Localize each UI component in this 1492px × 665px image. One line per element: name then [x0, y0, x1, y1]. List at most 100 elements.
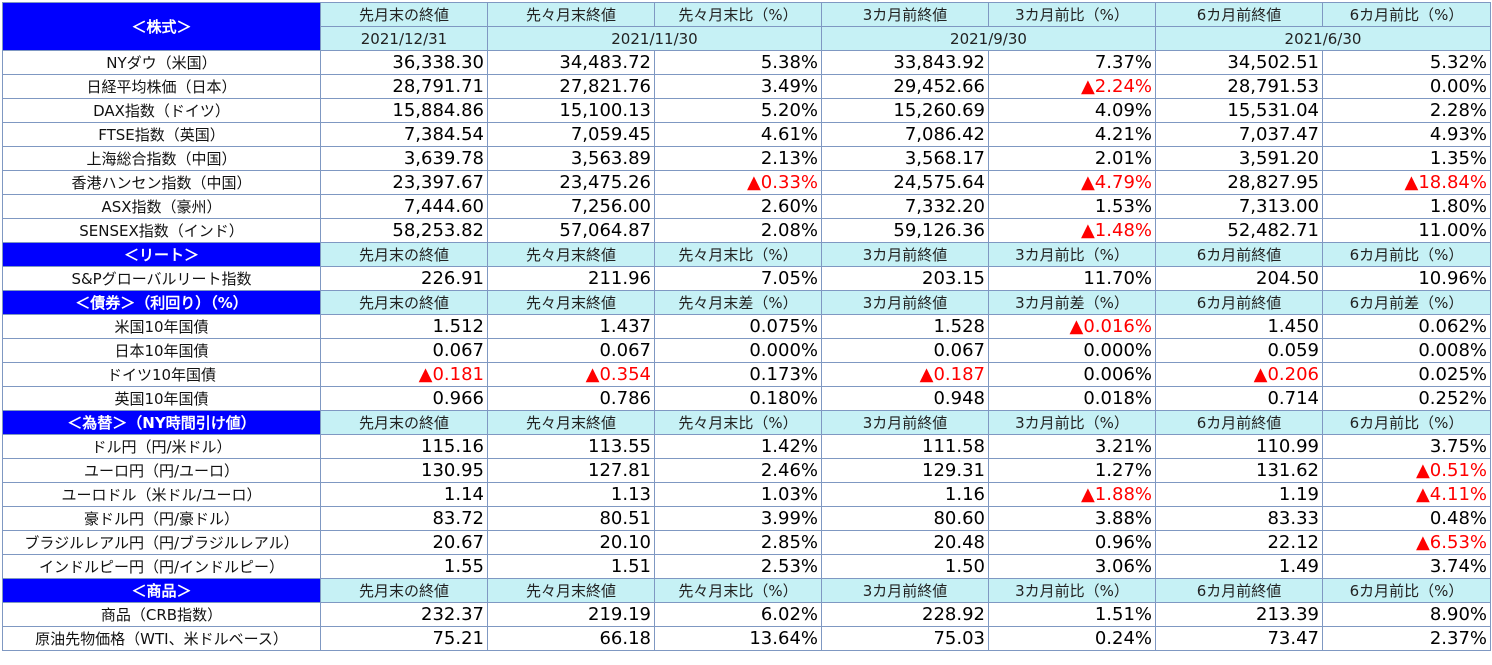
row-name: 上海総合指数（中国） [2, 146, 321, 171]
value-cell: 7,384.54 [320, 122, 488, 147]
value-cell: 1.55 [320, 554, 488, 579]
value-cell: 0.059 [1155, 338, 1323, 363]
value-cell: 3.75% [1322, 434, 1491, 459]
table-body: ＜株式＞ 先月末の終値 先々月末終値 先々月末比（%） 3カ月前終値 3カ月前比（%） 6カ… [2, 2, 1491, 651]
table-row: 上海総合指数（中国） 3,639.78 3,563.89 2.13% 3,568.17 2… [2, 146, 1491, 171]
section-header-row: ＜株式＞ 先月末の終値 先々月末終値 先々月末比（%） 3カ月前終値 3カ月前比（%） 6カ… [2, 2, 1491, 51]
section-title: ＜株式＞ [2, 2, 321, 51]
value-cell: 0.966 [320, 386, 488, 411]
value-cell: 219.19 [487, 602, 655, 627]
value-cell: 0.48% [1322, 506, 1491, 531]
value-cell: 2.60% [654, 194, 822, 219]
value-cell: ▲6.53% [1322, 530, 1491, 555]
table-row: ユーロドル（米ドル/ユーロ） 1.14 1.13 1.03% 1.16 ▲1.88% 1.1… [2, 482, 1491, 507]
column-header: 6カ月前比（%） [1322, 578, 1491, 603]
value-cell: 5.38% [654, 50, 822, 75]
column-header: 3カ月前差（%） [988, 290, 1156, 315]
value-cell: 66.18 [487, 626, 655, 651]
column-header: 先月末の終値 [320, 290, 488, 315]
column-header: 先々月末終値 [487, 2, 655, 27]
column-header: 3カ月前終値 [821, 578, 989, 603]
value-cell: 73.47 [1155, 626, 1323, 651]
table-row: 原油先物価格（WTI、米ドルベース） 75.21 66.18 13.64% 75.03 0… [2, 626, 1491, 651]
table-row: SENSEX指数（インド） 58,253.82 57,064.87 2.08% 59,1… [2, 218, 1491, 243]
value-cell: ▲1.88% [988, 482, 1156, 507]
value-cell: ▲0.354 [487, 362, 655, 387]
column-header: 先々月末終値 [487, 290, 655, 315]
value-cell: 80.51 [487, 506, 655, 531]
value-cell: 33,843.92 [821, 50, 989, 75]
row-name: DAX指数（ドイツ） [2, 98, 321, 123]
table-row: ドル円（円/米ドル） 115.16 113.55 1.42% 111.58 3.21% 11… [2, 434, 1491, 459]
value-cell: 0.000% [654, 338, 822, 363]
value-cell: 110.99 [1155, 434, 1323, 459]
value-cell: 83.33 [1155, 506, 1323, 531]
value-cell: 8.90% [1322, 602, 1491, 627]
date-three-months: 2021/9/30 [821, 26, 1156, 51]
row-name: 豪ドル円（円/豪ドル） [2, 506, 321, 531]
value-cell: 4.09% [988, 98, 1156, 123]
table-row: 香港ハンセン指数（中国） 23,397.67 23,475.26 ▲0.33% 24,5… [2, 170, 1491, 195]
value-cell: 36,338.30 [320, 50, 488, 75]
row-name: ドル円（円/米ドル） [2, 434, 321, 459]
value-cell: 34,502.51 [1155, 50, 1323, 75]
table-row: 豪ドル円（円/豪ドル） 83.72 80.51 3.99% 80.60 3.88% 83.3… [2, 506, 1491, 531]
value-cell: 213.39 [1155, 602, 1323, 627]
table-row: S&Pグローバルリート指数 226.91 211.96 7.05% 203.15 11.7… [2, 266, 1491, 291]
value-cell: 1.51% [988, 602, 1156, 627]
value-cell: 3.88% [988, 506, 1156, 531]
section-header-row: ＜リート＞ 先月末の終値 先々月末終値 先々月末比（%） 3カ月前終値 3カ月前比（%） 6… [2, 242, 1491, 267]
value-cell: 6.02% [654, 602, 822, 627]
value-cell: 226.91 [320, 266, 488, 291]
row-name: ユーロ円（円/ユーロ） [2, 458, 321, 483]
table-row: ASX指数（豪州） 7,444.60 7,256.00 2.60% 7,332.20 1.… [2, 194, 1491, 219]
value-cell: 0.008% [1322, 338, 1491, 363]
row-name: SENSEX指数（インド） [2, 218, 321, 243]
value-cell: 1.450 [1155, 314, 1323, 339]
column-header: 3カ月前比（%） [988, 242, 1156, 267]
value-cell: ▲0.33% [654, 170, 822, 195]
value-cell: 0.018% [988, 386, 1156, 411]
value-cell: 0.948 [821, 386, 989, 411]
value-cell: 4.93% [1322, 122, 1491, 147]
value-cell: 111.58 [821, 434, 989, 459]
value-cell: ▲0.016% [988, 314, 1156, 339]
value-cell: ▲0.181 [320, 362, 488, 387]
value-cell: 3.06% [988, 554, 1156, 579]
value-cell: 58,253.82 [320, 218, 488, 243]
value-cell: 204.50 [1155, 266, 1323, 291]
value-cell: 20.67 [320, 530, 488, 555]
row-name: 原油先物価格（WTI、米ドルベース） [2, 626, 321, 651]
column-header: 3カ月前終値 [821, 2, 989, 27]
row-name: 商品（CRB指数） [2, 602, 321, 627]
column-header: 先月末の終値 [320, 2, 488, 27]
value-cell: 1.35% [1322, 146, 1491, 171]
table-row: 商品（CRB指数） 232.37 219.19 6.02% 228.92 1.51% 213… [2, 602, 1491, 627]
value-cell: 0.067 [821, 338, 989, 363]
row-name: S&Pグローバルリート指数 [2, 266, 321, 291]
value-cell: 2.01% [988, 146, 1156, 171]
value-cell: 29,452.66 [821, 74, 989, 99]
section-header-row: ＜商品＞ 先月末の終値 先々月末終値 先々月末比（%） 3カ月前終値 3カ月前比（%） 6カ… [2, 578, 1491, 603]
row-name: ブラジルレアル円（円/ブラジルレアル） [2, 530, 321, 555]
row-name: 香港ハンセン指数（中国） [2, 170, 321, 195]
value-cell: 11.70% [988, 266, 1156, 291]
value-cell: 1.437 [487, 314, 655, 339]
table-row: 日経平均株価（日本） 28,791.71 27,821.76 3.49% 29,452.… [2, 74, 1491, 99]
row-name: 日経平均株価（日本） [2, 74, 321, 99]
value-cell: 211.96 [487, 266, 655, 291]
column-header: 6カ月前比（%） [1322, 2, 1491, 27]
value-cell: 0.24% [988, 626, 1156, 651]
value-cell: 80.60 [821, 506, 989, 531]
value-cell: 7,256.00 [487, 194, 655, 219]
date-row: 2021/12/31 2021/11/30 2021/9/30 2021/6/30 [3, 26, 1491, 51]
column-header: 6カ月前差（%） [1322, 290, 1491, 315]
column-header: 3カ月前終値 [821, 242, 989, 267]
value-cell: 130.95 [320, 458, 488, 483]
value-cell: 83.72 [320, 506, 488, 531]
table-row: FTSE指数（英国） 7,384.54 7,059.45 4.61% 7,086.42 4… [2, 122, 1491, 147]
value-cell: 75.21 [320, 626, 488, 651]
value-cell: ▲18.84% [1322, 170, 1491, 195]
value-cell: 4.21% [988, 122, 1156, 147]
table-row: NYダウ（米国） 36,338.30 34,483.72 5.38% 33,843.92… [2, 50, 1491, 75]
